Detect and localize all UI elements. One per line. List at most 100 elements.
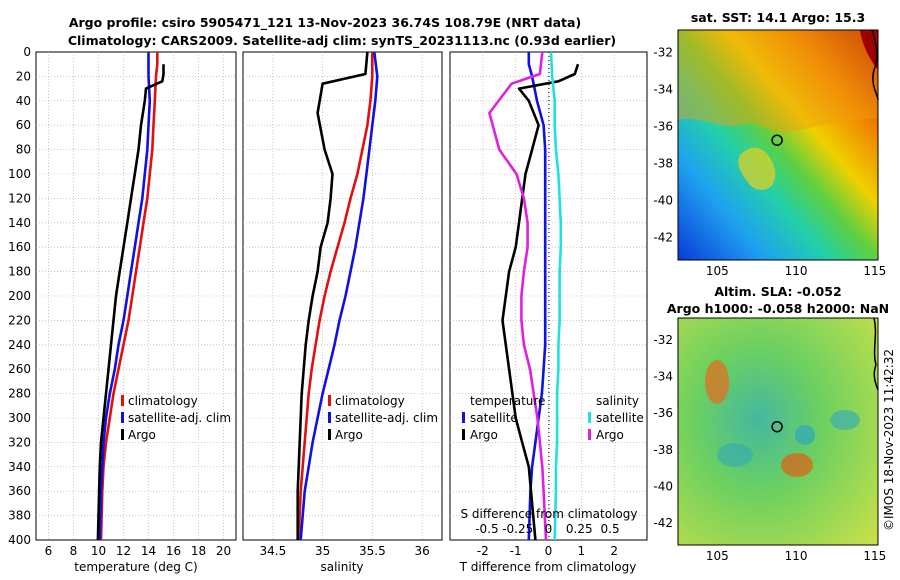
y-tick-label: 400 bbox=[8, 533, 31, 547]
series-line bbox=[488, 51, 548, 541]
map-y-tick-label: -32 bbox=[653, 45, 673, 59]
salinity-ticks: 34.5 35 35.5 36 bbox=[259, 544, 429, 558]
x-tick-label: 18 bbox=[191, 544, 206, 558]
legend-label-t-satellite: satellite bbox=[470, 411, 518, 425]
s-axis-ticks: -0.5 -0.25 0 0.25 0.5 bbox=[475, 522, 619, 536]
temperature-xlabel: temperature (deg C) bbox=[74, 560, 197, 574]
map-y-tick-label: -40 bbox=[653, 479, 673, 493]
map-y-tick-label: -40 bbox=[653, 194, 673, 208]
temperature-legend: climatology satellite-adj. clim Argo bbox=[121, 394, 231, 442]
sla-map-title-2: Argo h1000: -0.058 h2000: NaN bbox=[667, 301, 889, 316]
y-tick-label: 360 bbox=[8, 484, 31, 498]
series-line bbox=[549, 51, 563, 541]
y-tick-label: 80 bbox=[16, 143, 31, 157]
x-tick-label: 12 bbox=[116, 544, 131, 558]
s-tick-label: -0.5 bbox=[475, 522, 498, 536]
temperature-lines bbox=[96, 52, 165, 541]
credit-text: ©IMOS 18-Nov-2023 11:42:32 bbox=[882, 349, 896, 531]
map-y-tick-label: -38 bbox=[653, 157, 673, 171]
legend-label-satellite: satellite-adj. clim bbox=[335, 411, 438, 425]
salinity-lines bbox=[296, 51, 379, 541]
x-tick-label: 6 bbox=[45, 544, 53, 558]
legend-swatch-climatology bbox=[121, 395, 124, 406]
series-line bbox=[98, 52, 152, 541]
legend-swatch-satellite bbox=[121, 412, 124, 423]
legend-swatch-argo bbox=[121, 429, 124, 440]
legend-salinity-header: salinity bbox=[596, 394, 639, 408]
s-tick-label: 0.5 bbox=[601, 522, 620, 536]
salinity-xlabel: salinity bbox=[320, 560, 363, 574]
map-y-tick-label: -36 bbox=[653, 406, 673, 420]
legend-label-argo: Argo bbox=[128, 428, 156, 442]
y-tick-label: 200 bbox=[8, 289, 31, 303]
difference-ticks: -2 -1 0 1 2 bbox=[477, 544, 618, 558]
y-tick-label: 60 bbox=[16, 118, 31, 132]
difference-lines bbox=[488, 51, 580, 541]
y-tick-label: 20 bbox=[16, 69, 31, 83]
legend-temperature-header: temperature bbox=[470, 394, 545, 408]
legend-label-climatology: climatology bbox=[335, 394, 405, 408]
positive-anomaly bbox=[705, 360, 729, 404]
legend-label-s-satellite: satellite bbox=[596, 411, 644, 425]
warm-water-patch bbox=[678, 30, 878, 133]
negative-anomaly bbox=[717, 443, 753, 467]
y-tick-label: 180 bbox=[8, 265, 31, 279]
x-tick-label: 36 bbox=[414, 544, 429, 558]
map-x-tick-label: 105 bbox=[706, 264, 729, 278]
salinity-legend: climatology satellite-adj. clim Argo bbox=[328, 394, 438, 442]
coastline bbox=[871, 29, 879, 101]
map-y-tick-label: -34 bbox=[653, 82, 673, 96]
sla-map-ticks: 105 110 115 -32 -34 -36 -38 -40 -42 bbox=[653, 333, 886, 563]
legend-label-argo: Argo bbox=[335, 428, 363, 442]
y-tick-label: 100 bbox=[8, 167, 31, 181]
x-tick-label: 16 bbox=[166, 544, 181, 558]
temperature-ticks: 6 8 10 12 14 16 18 2002040608010012014016018020… bbox=[8, 45, 231, 558]
x-tick-label: 8 bbox=[70, 544, 78, 558]
legend-swatch-s-argo bbox=[588, 429, 591, 440]
legend-swatch-t-argo bbox=[462, 429, 465, 440]
y-tick-label: 220 bbox=[8, 313, 31, 327]
y-tick-label: 260 bbox=[8, 362, 31, 376]
salinity-panel: 34.5 35 35.5 36 salinity climatology satell… bbox=[242, 51, 443, 574]
coastline bbox=[873, 317, 879, 391]
map-y-tick-label: -42 bbox=[653, 516, 673, 530]
sla-map-frame bbox=[677, 317, 879, 546]
y-tick-label: 240 bbox=[8, 338, 31, 352]
x-tick-label: 35.5 bbox=[359, 544, 386, 558]
positive-anomaly bbox=[781, 453, 813, 477]
map-x-tick-label: 105 bbox=[706, 549, 729, 563]
y-tick-label: 320 bbox=[8, 435, 31, 449]
series-line bbox=[296, 51, 369, 540]
x-tick-label: 34.5 bbox=[259, 544, 286, 558]
y-tick-label: 340 bbox=[8, 460, 31, 474]
sst-map-frame bbox=[677, 29, 879, 261]
s-axis-label: S difference from climatology bbox=[461, 507, 638, 521]
x-tick-label: -1 bbox=[510, 544, 522, 558]
x-tick-label: 0 bbox=[545, 544, 553, 558]
x-tick-label: 14 bbox=[141, 544, 156, 558]
title-line-1: Argo profile: csiro 5905471_121 13-Nov-2… bbox=[69, 15, 581, 31]
y-tick-label: 120 bbox=[8, 191, 31, 205]
legend-swatch-s-satellite bbox=[588, 412, 591, 423]
y-tick-label: 140 bbox=[8, 216, 31, 230]
eddy-patch bbox=[738, 147, 776, 190]
map-y-tick-label: -36 bbox=[653, 119, 673, 133]
map-x-tick-label: 115 bbox=[863, 549, 886, 563]
legend-label-climatology: climatology bbox=[128, 394, 198, 408]
title-line-2: Climatology: CARS2009. Satellite-adj cli… bbox=[68, 33, 616, 49]
s-tick-label: -0.25 bbox=[502, 522, 533, 536]
legend-swatch-argo bbox=[328, 429, 331, 440]
y-tick-label: 280 bbox=[8, 387, 31, 401]
sst-map-ticks: 105 110 115 -32 -34 -36 -38 -40 -42 bbox=[653, 45, 886, 278]
legend-label-t-argo: Argo bbox=[470, 428, 498, 442]
sla-map: 105 110 115 -32 -34 -36 -38 -40 -42 bbox=[653, 317, 886, 563]
sst-map: 105 110 115 -32 -34 -36 -38 -40 -42 bbox=[653, 29, 886, 278]
series-line bbox=[527, 52, 547, 541]
negative-anomaly bbox=[795, 425, 815, 445]
argo-marker bbox=[771, 420, 783, 433]
map-y-tick-label: -34 bbox=[653, 370, 673, 384]
sla-map-title-1: Altim. SLA: -0.052 bbox=[714, 284, 841, 299]
map-x-tick-label: 115 bbox=[863, 264, 886, 278]
x-tick-label: -2 bbox=[477, 544, 489, 558]
